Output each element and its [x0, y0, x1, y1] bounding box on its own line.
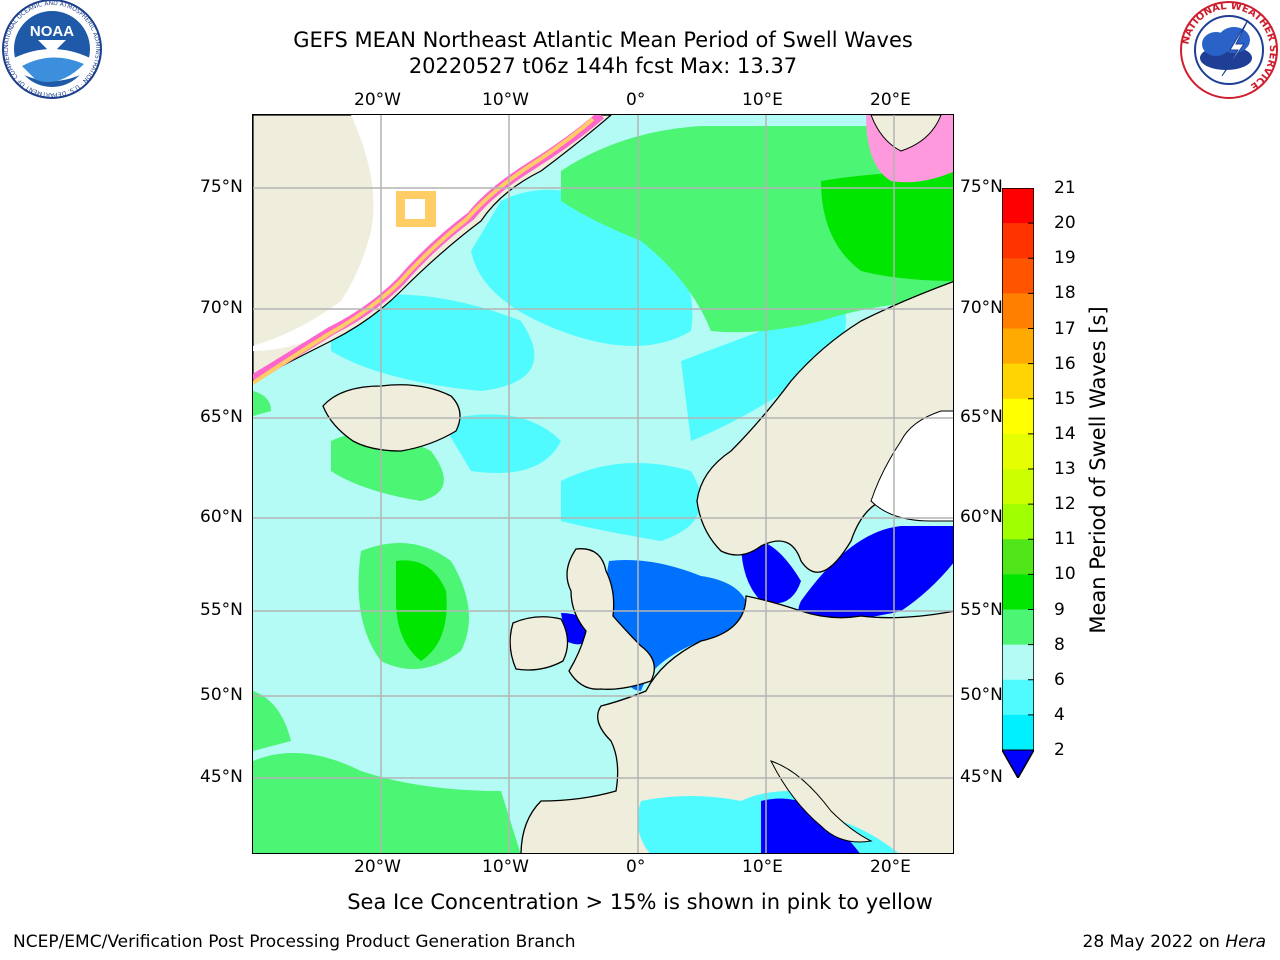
tyrrhenian-sea	[761, 798, 860, 853]
lon-label-bottom: 10°W	[482, 857, 529, 877]
continental-europe	[520, 595, 953, 853]
lat-label-right: 75°N	[960, 177, 1003, 197]
map-panel	[252, 114, 954, 854]
lat-label-left: 65°N	[200, 407, 243, 427]
swell-green-zone	[331, 433, 444, 501]
lat-label-right: 70°N	[960, 298, 1003, 318]
colorbar-outline	[1002, 188, 1034, 778]
colorbar-band	[1002, 469, 1034, 505]
lat-label-right: 65°N	[960, 407, 1003, 427]
sea-ice-note-text: Sea Ice Concentration > 15% is shown in …	[347, 890, 933, 914]
colorbar-under-arrow	[1002, 749, 1034, 778]
lat-label-right: 45°N	[960, 767, 1003, 787]
colorbar-band	[1002, 644, 1034, 681]
swell-deep-blue-zone	[798, 526, 953, 621]
lat-label-left: 55°N	[200, 600, 243, 620]
colorbar-band	[1002, 223, 1034, 259]
colorbar-tick-label: 15	[1054, 388, 1076, 409]
swell-cyan-zone	[681, 301, 846, 441]
colorbar-tick-label: 4	[1054, 704, 1065, 725]
swell-cyan-zone	[561, 463, 701, 541]
lon-label-top: 10°W	[482, 90, 529, 110]
nws-logo: NATIONAL WEATHER SERVICE	[1180, 1, 1278, 99]
colorbar-tick-label: 18	[1054, 283, 1076, 304]
colorbar-tick-label: 8	[1054, 634, 1065, 655]
svalbard-land	[870, 115, 942, 152]
lon-label-top: 0°	[626, 90, 646, 110]
colorbar-tick-label: 17	[1054, 318, 1076, 339]
lat-label-left: 75°N	[200, 177, 243, 197]
chart-subtitle: 20220527 t06z 144h fcst Max: 13.37	[408, 54, 798, 78]
colorbar-band	[1002, 609, 1034, 646]
swell-cyan-zone	[441, 414, 561, 473]
colorbar-band	[1002, 258, 1034, 294]
lat-label-right: 50°N	[960, 685, 1003, 705]
colorbar-tick-label: 13	[1054, 459, 1076, 479]
chart-title: GEFS MEAN Northeast Atlantic Mean Period…	[293, 28, 913, 52]
swell-deep-blue-zone	[741, 539, 801, 604]
colorbar-tick-label: 10	[1054, 564, 1076, 585]
great-britain	[566, 548, 655, 690]
colorbar-tick-label: 21	[1054, 178, 1076, 198]
swell-cyan-zone	[331, 294, 535, 391]
colorbar-tick-label: 6	[1054, 669, 1065, 690]
colorbar-tick-label: 9	[1054, 599, 1065, 620]
footer-date-text: 28 May 2022 on	[1082, 932, 1220, 952]
colorbar-tick-label: 11	[1054, 529, 1076, 550]
lat-label-right: 55°N	[960, 600, 1003, 620]
lon-label-bottom: 0°	[626, 857, 646, 877]
lat-label-right: 60°N	[960, 507, 1003, 527]
colorbar-band	[1002, 363, 1034, 400]
footer-date: 28 May 2022 on Hera	[1083, 932, 1267, 952]
gridlines	[253, 115, 953, 853]
colorbar-tick-label: 2	[1054, 740, 1065, 760]
colorbar-band	[1002, 504, 1034, 540]
colorbar-band	[1002, 539, 1034, 575]
colorbar	[1002, 188, 1034, 778]
colorbar-tick-label: 20	[1054, 213, 1076, 234]
colorbar-band	[1002, 574, 1034, 610]
lon-label-top: 20°E	[870, 90, 911, 110]
colorbar-band	[1002, 679, 1034, 716]
lon-label-bottom: 20°W	[354, 857, 401, 877]
colorbar-band	[1002, 398, 1034, 435]
colorbar-band	[1002, 433, 1034, 470]
colorbar-label: Mean Period of Swell Waves [s]	[1086, 306, 1110, 634]
colorbar-tick-label: 14	[1054, 423, 1076, 444]
svg-text:NOAA: NOAA	[30, 23, 74, 40]
colorbar-tick-label: 19	[1054, 248, 1076, 269]
lon-label-top: 20°W	[354, 90, 401, 110]
colorbar-tick-label: 16	[1054, 353, 1076, 374]
colorbar-tick-label: 12	[1054, 494, 1076, 515]
colorbar-band	[1002, 188, 1034, 224]
swell-bright-green-zone	[821, 171, 953, 281]
gulf-of-bothnia-ice	[870, 410, 953, 522]
sea-ice-edge-yellow	[253, 117, 595, 385]
scandinavia	[696, 281, 953, 573]
lat-label-left: 60°N	[200, 507, 243, 527]
colorbar-band	[1002, 328, 1034, 365]
lat-label-left: 45°N	[200, 767, 243, 787]
lat-label-left: 50°N	[200, 685, 243, 705]
lon-label-top: 10°E	[742, 90, 783, 110]
sea-ice-patch	[405, 199, 425, 219]
lon-label-bottom: 10°E	[742, 857, 783, 877]
swell-green-zone	[253, 391, 271, 416]
ireland	[509, 616, 569, 671]
swell-period-map	[253, 115, 953, 853]
lon-label-bottom: 20°E	[870, 857, 911, 877]
footer-machine: Hera	[1225, 932, 1266, 952]
colorbar-band	[1002, 293, 1034, 329]
italy	[770, 760, 873, 843]
swell-green-zone	[253, 691, 291, 751]
sea-ice-note: Sea Ice Concentration > 15% is shown in …	[0, 890, 1280, 914]
colorbar-band	[1002, 714, 1034, 751]
lat-label-left: 70°N	[200, 298, 243, 318]
footer-org: NCEP/EMC/Verification Post Processing Pr…	[13, 932, 576, 952]
noaa-logo: NOAA NATIONAL OCEANIC AND ATMOSPHERIC AD…	[0, 0, 102, 99]
